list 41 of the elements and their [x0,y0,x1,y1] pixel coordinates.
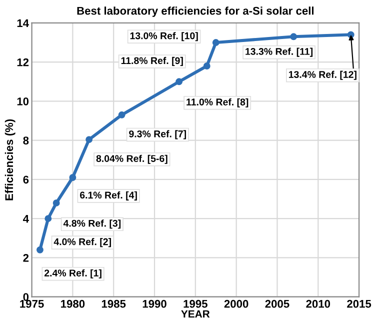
annotation: 4.8% Ref. [3] [63,220,121,229]
x-tick-label: 1985 [102,300,126,308]
point [44,215,52,222]
x-tick-label: 1980 [61,300,85,308]
y-tick-label: 12 [17,58,29,66]
point [118,111,126,118]
y-tick-label: 2 [23,254,29,262]
annotation: 6.1% Ref. [4] [80,191,137,200]
y-axis-title: Efficiencies (%) [4,119,16,200]
point [176,78,183,86]
x-tick-label: 1995 [184,300,208,308]
point [69,174,76,181]
x-tick-label: 2010 [306,300,330,308]
point [86,136,93,144]
x-tick-label: 1975 [20,300,44,308]
point [203,62,210,70]
y-tick-label: 8 [23,136,29,144]
point [52,199,60,206]
x-tick-label: 2015 [347,300,372,308]
chart-title: Best laboratory efficiencies for a-Si solar cell [77,6,314,17]
y-tick-label: 6 [23,176,29,184]
annotation: 13.3% Ref. [11] [246,48,313,57]
point [36,246,44,254]
y-tick-label: 0 [23,293,29,301]
y-tick-label: 4 [23,214,29,223]
annotation: 9.3% Ref. [7] [129,130,186,140]
y-tick-label: 10 [17,97,29,106]
x-tick-label: 2000 [224,300,248,308]
annotation: 2.4% Ref. [1] [44,269,102,278]
y-tick-label: 14 [17,19,29,27]
annotation: 13.0% Ref. [10] [130,32,198,42]
annotation: 11.8% Ref. [9] [121,56,183,66]
annotation: 11.0% Ref. [8] [186,98,248,108]
annotation: 13.4% Ref. [12] [288,70,356,80]
annotation: 4.0% Ref. [2] [54,238,111,248]
point [212,39,220,46]
x-tick-label: 2005 [265,300,290,308]
x-tick-label: 1990 [142,300,166,308]
x-axis-title: YEAR [181,310,210,318]
point [290,33,298,40]
annotation: 8.04% Ref. [5-6] [96,154,168,164]
